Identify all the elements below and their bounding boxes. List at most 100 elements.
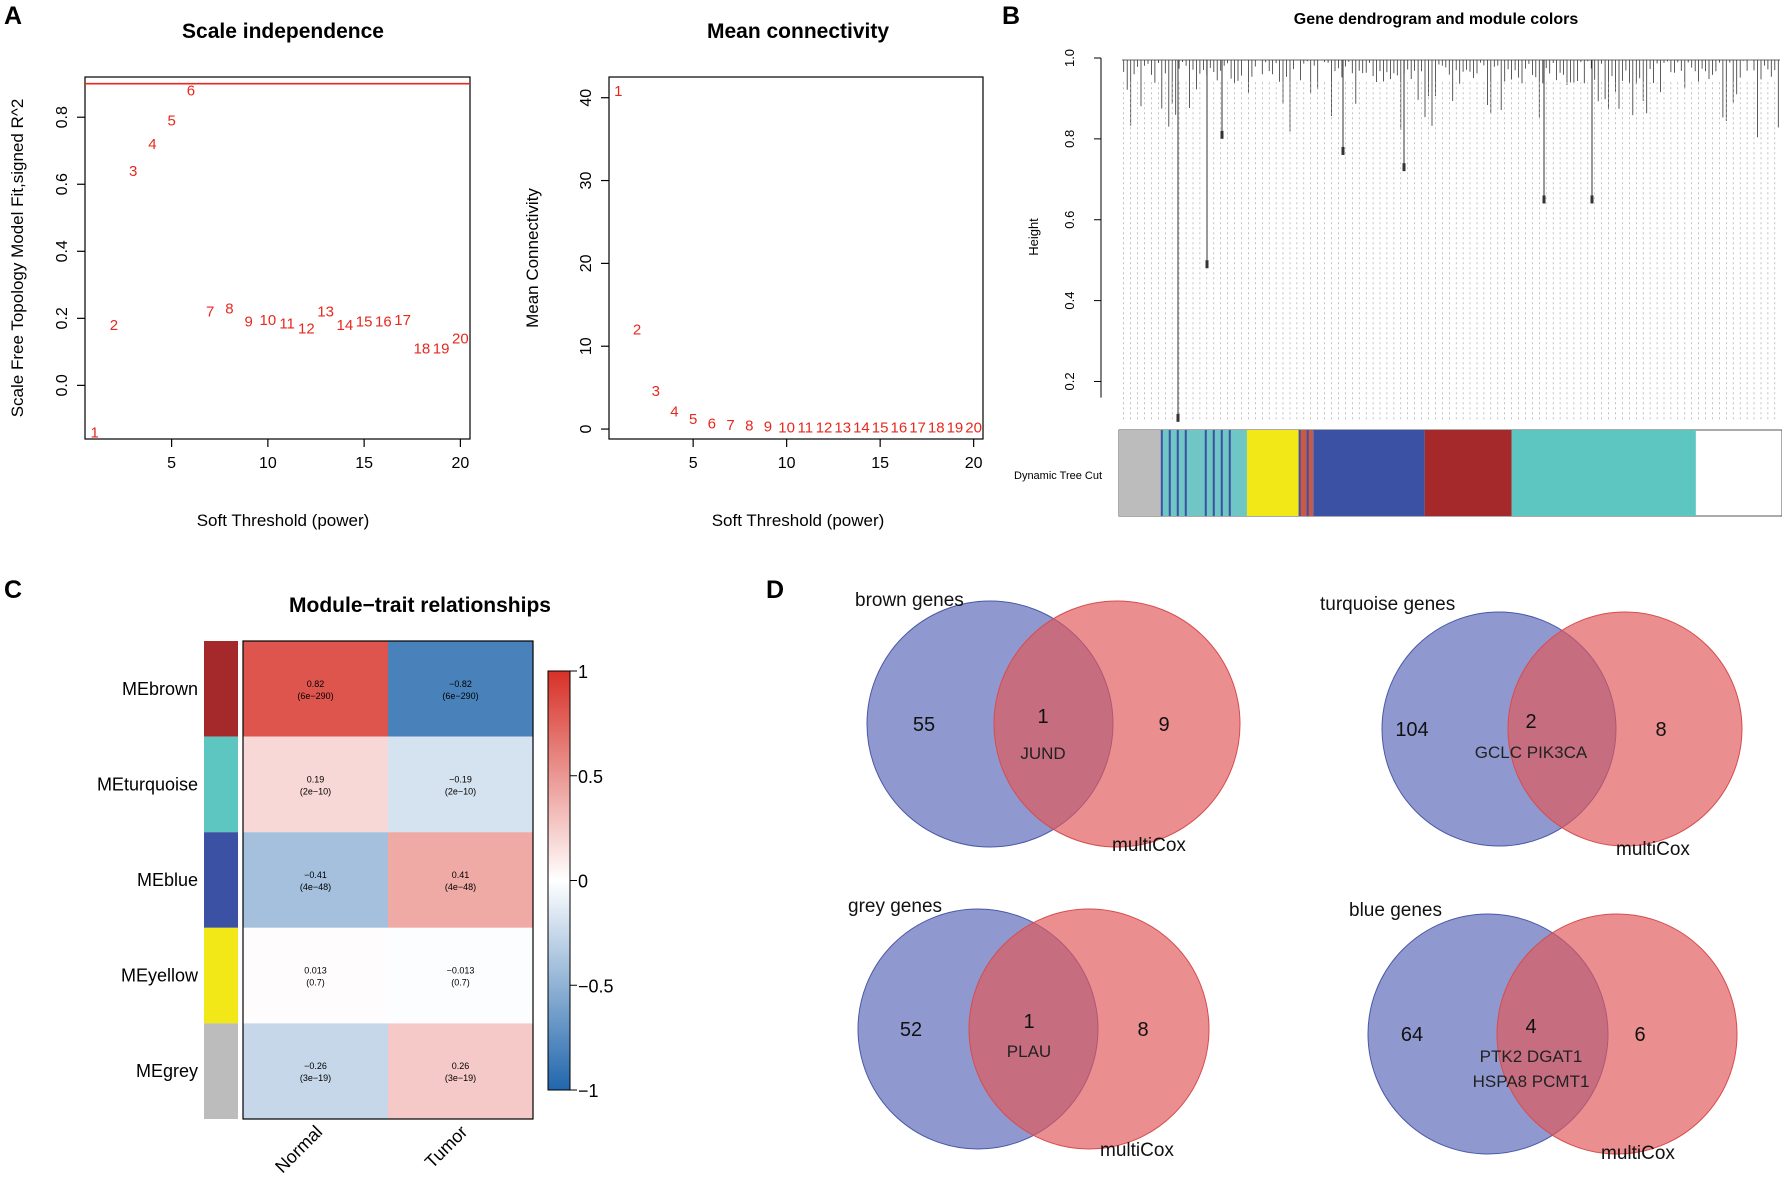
x-tick-label: 5 [167,455,176,472]
y-tick-label: 0.4 [54,240,71,262]
data-point-label: 1 [614,83,622,100]
module-color-turquoise [1511,430,1696,516]
y-tick-label: 0.2 [54,307,71,329]
data-point-label: 10 [778,419,795,436]
module-trait-heatmap: Module−trait relationships MEbrown 0.82 (6… [97,594,614,1177]
data-point-label: 12 [298,320,315,337]
venn-right-count: 9 [1158,714,1169,736]
module-color-stripe [1160,430,1163,516]
module-color-swatch [204,736,238,833]
panel-label-a: A [4,2,22,30]
venn-right-label: multiCox [1112,835,1186,856]
y-tick-label: 40 [578,89,595,107]
data-point-label: 7 [206,304,214,321]
venn-overlap-genes: GCLC PIK3CA [1475,743,1588,762]
data-point-label: 19 [433,341,450,358]
venn-left-label: blue genes [1349,900,1442,921]
data-point-label: 5 [689,411,697,428]
venn-left-count: 55 [913,714,935,736]
heatmap-title: Module−trait relationships [289,594,551,617]
data-point-label: 9 [244,314,252,331]
cell-pvalue: (2e−10) [300,786,331,796]
heatmap-frame [242,640,534,1120]
heatmap-cell [243,1023,388,1119]
x-tick-label: 10 [778,455,796,472]
data-point-label: 4 [670,404,678,421]
data-point-label: 8 [225,300,233,317]
module-color-swatch [204,927,238,1024]
heatmap-cell [243,832,388,928]
venn-right-label: multiCox [1616,839,1690,860]
data-point-label: 10 [260,312,277,329]
data-point-label: 18 [928,419,945,436]
venn-right-label: multiCox [1100,1140,1174,1161]
data-point-label: 14 [337,317,354,334]
cell-value: 0.013 [304,966,327,976]
cell-pvalue: (4e−48) [445,882,476,892]
data-point-label: 2 [110,317,118,334]
data-point-label: 8 [745,418,753,435]
plot-frame [608,76,984,440]
data-point-label: 15 [356,314,373,331]
dendrogram-leaf [1176,413,1180,422]
module-color-grey [1119,430,1161,516]
height-tick-label: 1.0 [1062,49,1077,67]
data-point-label: 11 [798,419,814,436]
row-label: MEyellow [121,966,199,986]
dendrogram-leaf [1402,163,1406,172]
color-scale-bar [547,670,571,1091]
height-axis-label: Height [1026,218,1041,256]
color-scale-label: 1 [578,662,588,682]
height-tick-label: 0.4 [1062,292,1077,310]
module-color-brown [1424,430,1512,516]
data-point-label: 5 [167,113,175,130]
data-point-label: 11 [279,315,295,332]
venn-left-count: 64 [1401,1024,1423,1046]
venn-right-set [993,600,1241,848]
heatmap-cell [388,736,533,833]
module-color-swatch [204,1023,238,1119]
venn-left-label: grey genes [848,896,942,917]
scale-independence-title: Scale independence [182,20,384,43]
data-point-label: 19 [947,419,964,436]
y-axis-label: Mean Connectivity [523,188,542,328]
venn-left-count: 104 [1395,719,1428,741]
venn-left-label: brown genes [855,590,964,611]
cell-pvalue: (3e−19) [445,1073,476,1083]
heatmap-cell [243,736,388,833]
venn-right-set [968,908,1210,1150]
data-point-label: 20 [965,419,982,436]
data-point-label: 3 [129,163,137,180]
heatmap-cell [388,641,533,737]
module-color-stripe [1176,430,1179,516]
heatmap-cell [243,927,388,1024]
cell-pvalue: (0.7) [306,978,325,988]
y-tick-label: 10 [578,337,595,355]
dynamic-tree-cut-label: Dynamic Tree Cut [1014,470,1102,482]
scale-independence-chart: Scale independence Soft Threshold (power… [8,20,471,530]
heatmap-cell [388,832,533,928]
data-point-label: 15 [872,419,889,436]
module-color-yellow [1246,430,1299,516]
module-color-swatch [204,641,238,737]
venn-overlap-genes: PTK2 DGAT1 [1480,1047,1583,1066]
x-tick-label: 20 [451,455,469,472]
data-point-label: 12 [816,419,833,436]
gene-dendrogram: Gene dendrogram and module colors Height… [1014,11,1782,517]
x-axis-label: Soft Threshold (power) [197,511,370,530]
height-tick-label: 0.6 [1062,211,1077,229]
mean-connectivity-title: Mean connectivity [707,20,889,43]
module-color-stripe [1306,430,1309,516]
heatmap-cell [243,641,388,737]
cell-pvalue: (3e−19) [300,1073,331,1083]
x-tick-label: 15 [871,455,889,472]
data-point-label: 9 [764,419,772,436]
venn-overlap-genes: HSPA8 PCMT1 [1473,1072,1590,1091]
module-color-blue [1313,430,1425,516]
x-tick-label: 15 [355,455,373,472]
cell-pvalue: (6e−290) [297,691,333,701]
cell-pvalue: (0.7) [451,978,470,988]
module-color-swatch [204,832,238,928]
row-label: MEgrey [136,1061,198,1081]
module-color-stripe [1220,430,1223,516]
